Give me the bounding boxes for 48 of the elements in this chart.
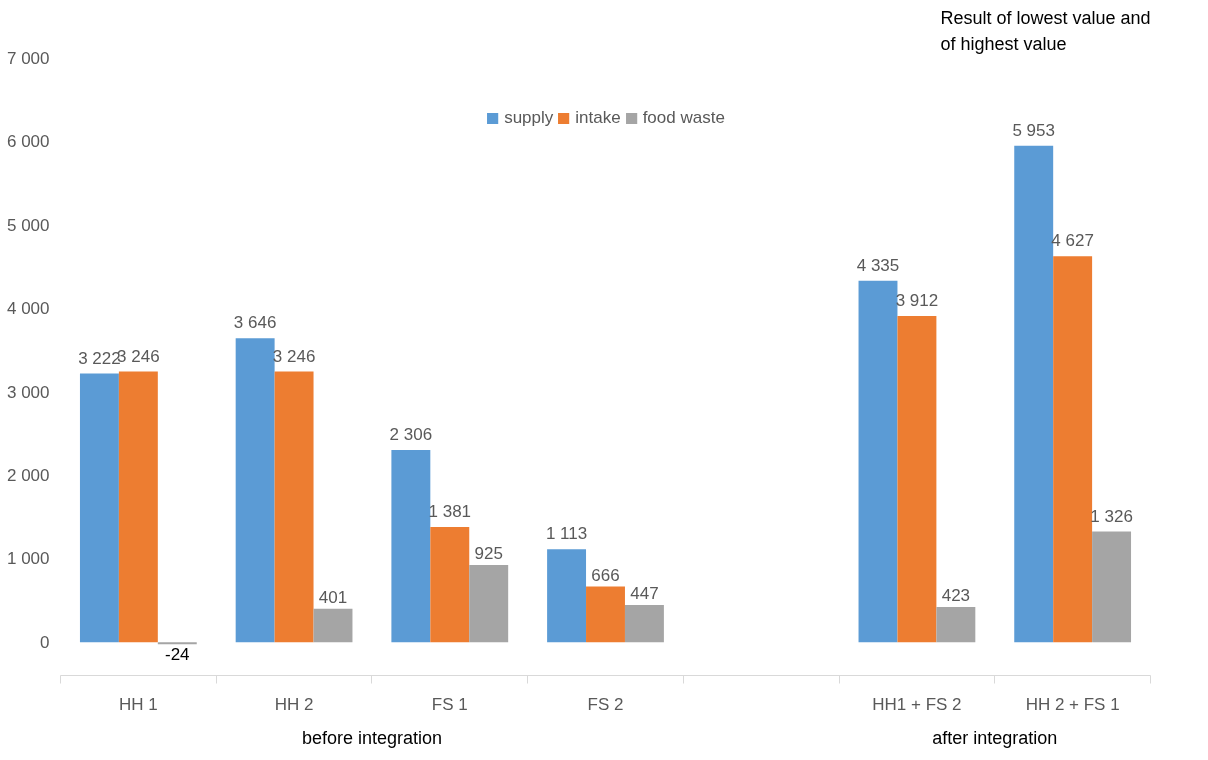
bar bbox=[235, 338, 275, 643]
y-tick-label: 6 000 bbox=[6, 132, 50, 152]
y-tick-label: 5 000 bbox=[6, 215, 50, 235]
bar bbox=[469, 565, 509, 643]
bar bbox=[1053, 256, 1093, 643]
data-label: 666 bbox=[591, 565, 620, 585]
text: before integration bbox=[301, 727, 442, 748]
x-tick-label: HH 2 bbox=[274, 694, 314, 714]
data-label: 401 bbox=[318, 587, 348, 607]
bar bbox=[118, 371, 158, 643]
data-label: 1 113 bbox=[545, 524, 588, 544]
x-tick-label: HH1 + FS 2 bbox=[872, 694, 962, 714]
bar bbox=[858, 280, 898, 643]
x-tick-label: FS 2 bbox=[587, 694, 624, 714]
bar bbox=[79, 373, 119, 643]
data-label: 3 646 bbox=[233, 313, 277, 333]
bar bbox=[936, 606, 976, 643]
legend-label: intake bbox=[575, 108, 621, 128]
x-tick-label: HH 2 + FS 1 bbox=[1025, 694, 1120, 714]
data-label: 2 306 bbox=[389, 424, 433, 444]
bar bbox=[1092, 531, 1132, 643]
x-tick-label: HH 1 bbox=[118, 694, 158, 714]
bar bbox=[157, 642, 197, 645]
bar bbox=[430, 527, 470, 643]
text: Result of lowest value and of highest value bbox=[940, 7, 1151, 54]
data-label: -24 bbox=[165, 645, 190, 665]
y-tick-label: 1 000 bbox=[6, 549, 50, 569]
data-label: 423 bbox=[941, 585, 971, 605]
bar bbox=[274, 371, 314, 643]
bar bbox=[897, 315, 937, 643]
legend-label: food waste bbox=[642, 108, 725, 128]
x-tick-label: FS 1 bbox=[431, 694, 468, 714]
bar bbox=[547, 549, 587, 643]
y-tick-label: 0 bbox=[40, 632, 50, 652]
bar bbox=[313, 608, 353, 643]
data-label: 4 335 bbox=[856, 255, 900, 275]
text: after integration bbox=[932, 727, 1058, 748]
y-tick-label: 2 000 bbox=[6, 465, 50, 485]
y-tick-label: 4 000 bbox=[6, 299, 50, 319]
legend-label: supply bbox=[504, 108, 554, 128]
bar bbox=[624, 604, 664, 643]
data-label: 925 bbox=[474, 544, 503, 564]
bar bbox=[586, 586, 625, 643]
y-tick-label: 3 000 bbox=[6, 382, 50, 402]
bar bbox=[391, 449, 431, 643]
data-label: 447 bbox=[630, 583, 659, 603]
data-label: 5 953 bbox=[1012, 120, 1055, 140]
y-tick-label: 7 000 bbox=[6, 49, 50, 68]
